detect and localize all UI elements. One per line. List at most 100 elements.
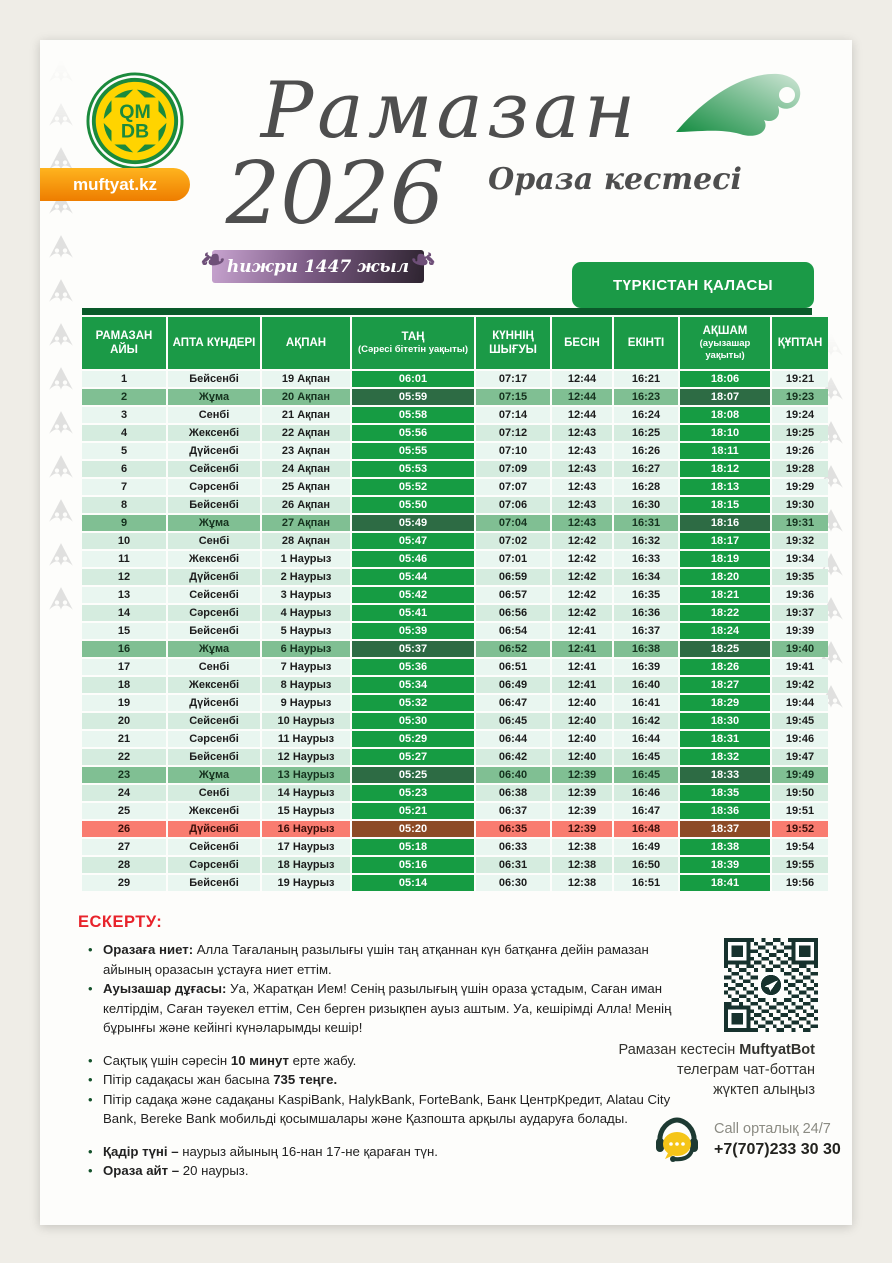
cell-besin: 12:42 <box>552 551 612 567</box>
table-row: 9 Жұма 27 Ақпан 05:49 07:04 12:43 16:31 18:16 19… <box>82 515 828 531</box>
cell-weekday: Сейсенбі <box>168 587 260 603</box>
cell-date: 9 Наурыз <box>262 695 350 711</box>
cell-date: 4 Наурыз <box>262 605 350 621</box>
cell-weekday: Жұма <box>168 767 260 783</box>
poster-subtitle: Ораза кестесі <box>488 162 742 197</box>
cell-day: 10 <box>82 533 166 549</box>
table-row: 22 Бейсенбі 12 Наурыз 05:27 06:42 12:40 16:45 1… <box>82 749 828 765</box>
cell-weekday: Жексенбі <box>168 425 260 441</box>
cell-besin: 12:41 <box>552 677 612 693</box>
cell-date: 19 Наурыз <box>262 875 350 891</box>
cell-quptan: 19:49 <box>772 767 828 783</box>
cell-date: 10 Наурыз <box>262 713 350 729</box>
cell-tan: 05:18 <box>352 839 474 855</box>
cell-quptan: 19:54 <box>772 839 828 855</box>
cell-date: 23 Ақпан <box>262 443 350 459</box>
cell-aqsham: 18:08 <box>680 407 770 423</box>
table-row: 23 Жұма 13 Наурыз 05:25 06:40 12:39 16:45 18:33… <box>82 767 828 783</box>
cell-tan: 05:32 <box>352 695 474 711</box>
cell-besin: 12:44 <box>552 389 612 405</box>
cell-quptan: 19:26 <box>772 443 828 459</box>
cell-quptan: 19:46 <box>772 731 828 747</box>
cell-day: 21 <box>82 731 166 747</box>
poster-page: QM DB muftyat.kz Рамазан 2026 Ораза кест… <box>40 40 852 1225</box>
cell-weekday: Сейсенбі <box>168 839 260 855</box>
cell-day: 13 <box>82 587 166 603</box>
table-body: 1 Бейсенбі 19 Ақпан 06:01 07:17 12:44 16:21 18:… <box>82 371 828 891</box>
cell-ekinti: 16:44 <box>614 731 678 747</box>
poster-title: Рамазан <box>260 66 640 156</box>
table-row: 29 Бейсенбі 19 Наурыз 05:14 06:30 12:38 16:51 1… <box>82 875 828 891</box>
cell-weekday: Бейсенбі <box>168 875 260 891</box>
cell-quptan: 19:45 <box>772 713 828 729</box>
cell-ekinti: 16:46 <box>614 785 678 801</box>
cell-aqsham: 18:17 <box>680 533 770 549</box>
cell-tan: 05:49 <box>352 515 474 531</box>
cell-weekday: Жексенбі <box>168 551 260 567</box>
cell-sunrise: 07:10 <box>476 443 550 459</box>
cell-quptan: 19:30 <box>772 497 828 513</box>
column-header: БЕСІН <box>552 317 612 369</box>
cell-date: 20 Ақпан <box>262 389 350 405</box>
cell-tan: 05:21 <box>352 803 474 819</box>
city-button: ТҮРКІСТАН ҚАЛАСЫ <box>572 262 814 308</box>
cell-weekday: Сәрсенбі <box>168 731 260 747</box>
cell-aqsham: 18:10 <box>680 425 770 441</box>
table-row: 16 Жұма 6 Наурыз 05:37 06:52 12:41 16:38 18:25 1… <box>82 641 828 657</box>
cell-sunrise: 06:44 <box>476 731 550 747</box>
cell-day: 8 <box>82 497 166 513</box>
notes-list: Оразаға ниет: Алла Тағаланың разылығы үш… <box>88 940 673 1181</box>
cell-weekday: Жұма <box>168 515 260 531</box>
cell-tan: 05:34 <box>352 677 474 693</box>
cell-day: 17 <box>82 659 166 675</box>
cell-day: 4 <box>82 425 166 441</box>
cell-besin: 12:42 <box>552 587 612 603</box>
cell-sunrise: 07:09 <box>476 461 550 477</box>
cell-quptan: 19:21 <box>772 371 828 387</box>
table-row: 20 Сейсенбі 10 Наурыз 05:30 06:45 12:40 16:42 1… <box>82 713 828 729</box>
cell-quptan: 19:55 <box>772 857 828 873</box>
cell-aqsham: 18:30 <box>680 713 770 729</box>
ribbon-finial-left: ❧ <box>198 243 224 278</box>
cell-aqsham: 18:38 <box>680 839 770 855</box>
cell-quptan: 19:32 <box>772 533 828 549</box>
cell-quptan: 19:44 <box>772 695 828 711</box>
column-header: АПТА КҮНДЕРІ <box>168 317 260 369</box>
table-row: 5 Дүйсенбі 23 Ақпан 05:55 07:10 12:43 16:26 18:… <box>82 443 828 459</box>
cell-sunrise: 06:57 <box>476 587 550 603</box>
cell-ekinti: 16:30 <box>614 497 678 513</box>
cell-day: 12 <box>82 569 166 585</box>
cell-sunrise: 07:17 <box>476 371 550 387</box>
svg-text:QM: QM <box>119 101 151 123</box>
cell-day: 7 <box>82 479 166 495</box>
cell-tan: 05:44 <box>352 569 474 585</box>
cell-besin: 12:38 <box>552 839 612 855</box>
cell-besin: 12:39 <box>552 821 612 837</box>
cell-date: 28 Ақпан <box>262 533 350 549</box>
table-row: 17 Сенбі 7 Наурыз 05:36 06:51 12:41 16:39 18:26… <box>82 659 828 675</box>
cell-ekinti: 16:49 <box>614 839 678 855</box>
cell-quptan: 19:31 <box>772 515 828 531</box>
cell-aqsham: 18:32 <box>680 749 770 765</box>
notes-heading: ЕСКЕРТУ: <box>78 913 163 931</box>
cell-day: 16 <box>82 641 166 657</box>
cell-weekday: Бейсенбі <box>168 749 260 765</box>
cell-day: 22 <box>82 749 166 765</box>
cell-day: 1 <box>82 371 166 387</box>
cell-tan: 05:59 <box>352 389 474 405</box>
cell-tan: 05:52 <box>352 479 474 495</box>
cell-day: 11 <box>82 551 166 567</box>
column-header: КҮННІҢ ШЫҒУЫ <box>476 317 550 369</box>
cell-sunrise: 06:30 <box>476 875 550 891</box>
cell-aqsham: 18:36 <box>680 803 770 819</box>
cell-tan: 05:47 <box>352 533 474 549</box>
cell-day: 9 <box>82 515 166 531</box>
cell-day: 19 <box>82 695 166 711</box>
left-ornament-border <box>46 58 76 906</box>
cell-sunrise: 06:38 <box>476 785 550 801</box>
cell-day: 29 <box>82 875 166 891</box>
cell-ekinti: 16:27 <box>614 461 678 477</box>
cell-day: 3 <box>82 407 166 423</box>
cell-sunrise: 07:12 <box>476 425 550 441</box>
cell-aqsham: 18:22 <box>680 605 770 621</box>
